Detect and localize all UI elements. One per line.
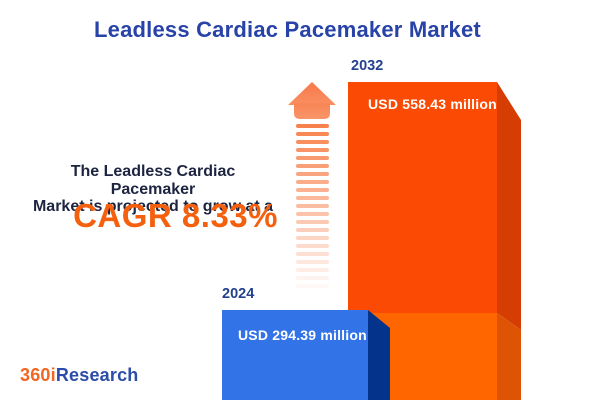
bar-2024-side [368,310,390,400]
bar-2032-side-upper [497,82,521,330]
arrow-stripe [296,180,329,184]
page-title: Leadless Cardiac Pacemaker Market [94,17,481,42]
tagline-line-2: Market is projected to grow at a [32,198,274,215]
arrow-stripe [296,188,329,192]
bar-2024-front [222,310,368,400]
brand-logo-prefix: 360i [20,365,56,385]
year-label-2032: 2032 [351,58,384,74]
year-label-2024: 2024 [222,286,255,302]
arrow-stripe [296,212,329,216]
arrow-stripe [296,196,329,200]
arrow-stripe [296,268,329,272]
arrow-stripe [296,284,329,288]
arrow-stripe [296,228,329,232]
bar-value-2024: USD 294.39 million [238,327,367,343]
bar-value-2032: USD 558.43 million [368,96,497,112]
arrow-stripe [296,204,329,208]
brand-logo: 360iResearch [20,365,139,386]
bar-2032-side-lower [497,313,521,400]
arrow-stripe [296,156,329,160]
arrow-stripe [296,124,329,128]
arrow-stripe [296,220,329,224]
arrow-stripe [296,252,329,256]
arrow-stripe [296,236,329,240]
growth-arrow-fading-stripes [296,124,329,292]
tagline-text: The Leadless Cardiac Pacemaker Market is… [28,163,278,216]
arrow-stripe [296,276,329,280]
arrow-stripe [296,244,329,248]
growth-arrow-stem [294,103,330,119]
bar-2032-front-upper [348,82,497,313]
growth-arrow-up-icon [288,82,336,105]
arrow-stripe [296,172,329,176]
arrow-stripe [296,164,329,168]
tagline-line-1: The Leadless Cardiac Pacemaker [70,163,236,198]
arrow-stripe [296,140,329,144]
arrow-stripe [296,148,329,152]
arrow-stripe [296,260,329,264]
arrow-stripe [296,132,329,136]
cagr-value: CAGR 8.33% [73,197,278,234]
brand-logo-suffix: Research [55,365,139,385]
